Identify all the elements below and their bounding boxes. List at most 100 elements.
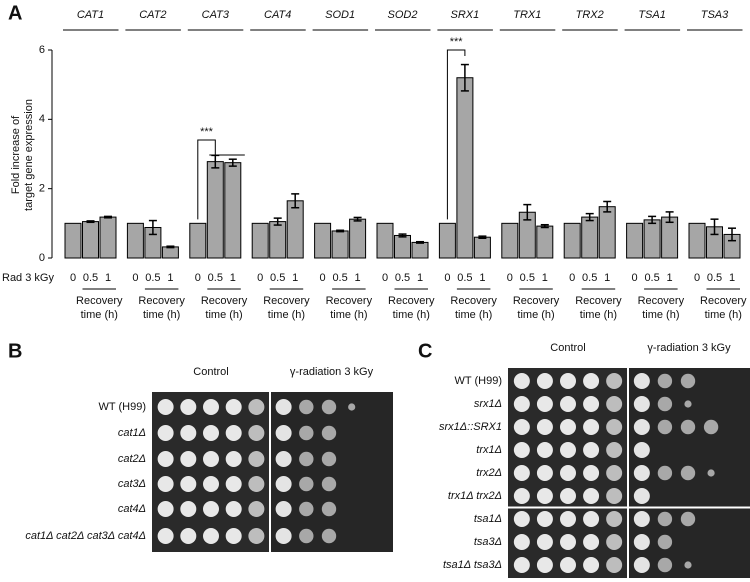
y-tick-label: 6 xyxy=(39,44,45,56)
gene-label: TRX2 xyxy=(576,9,604,21)
strain-label: cat3Δ xyxy=(118,478,146,490)
spot xyxy=(225,451,242,467)
spot xyxy=(583,419,600,435)
spot xyxy=(157,399,174,415)
spot xyxy=(248,501,265,517)
x-tick-label: 1 xyxy=(355,272,361,284)
error-bar xyxy=(523,203,532,221)
error-bar xyxy=(336,229,345,233)
spot xyxy=(560,534,576,550)
x-tick-label: 0.5 xyxy=(208,272,223,284)
bar xyxy=(314,222,332,259)
group-label: time (h) xyxy=(580,309,617,321)
spot xyxy=(583,396,600,412)
x-tick-label: 0.5 xyxy=(457,272,472,284)
x-tick-label: 1 xyxy=(479,272,485,284)
spot xyxy=(275,528,292,544)
spot xyxy=(180,501,197,517)
spot xyxy=(633,419,650,435)
panel-label: B xyxy=(8,340,22,362)
error-bar xyxy=(728,227,736,242)
column-header: γ-radiation 3 kGy xyxy=(647,342,731,354)
bar xyxy=(286,200,304,259)
spot xyxy=(606,534,623,550)
x-tick-label: 0 xyxy=(444,272,450,284)
spot xyxy=(180,399,197,415)
panel-label: A xyxy=(8,2,22,24)
x-tick-label: 1 xyxy=(105,272,111,284)
bar xyxy=(331,230,349,259)
spot xyxy=(321,501,337,517)
error-bar xyxy=(353,216,362,222)
bar xyxy=(189,222,207,259)
strain-label: tsa3Δ xyxy=(474,536,502,548)
group-label: Recovery xyxy=(513,295,560,307)
spot xyxy=(536,488,553,504)
bar xyxy=(394,234,411,259)
spot xyxy=(684,561,692,569)
spot xyxy=(560,511,576,527)
x-tick-label: 1 xyxy=(417,272,423,284)
spot xyxy=(536,534,553,550)
x-tick-label: 0.5 xyxy=(582,272,597,284)
group-label: time (h) xyxy=(517,309,554,321)
error-bar xyxy=(228,158,237,167)
spot xyxy=(560,442,576,458)
significance-bracket xyxy=(446,49,466,220)
spot xyxy=(513,442,530,458)
spot xyxy=(248,425,265,441)
error-bar xyxy=(416,240,424,244)
bar xyxy=(501,222,519,259)
annotation: *** xyxy=(450,36,464,48)
spot xyxy=(225,528,242,544)
x-tick-label: 0 xyxy=(70,272,76,284)
spot xyxy=(248,476,265,492)
y-axis-label: Fold increase of target gene expression xyxy=(10,99,35,211)
spot xyxy=(203,425,219,441)
spot xyxy=(299,425,314,441)
spot xyxy=(157,528,174,544)
column-header: Control xyxy=(193,366,228,378)
bar xyxy=(64,222,82,259)
error-bar xyxy=(603,200,612,213)
spot xyxy=(536,511,553,527)
bracket xyxy=(446,49,466,220)
spot xyxy=(180,425,197,441)
spot xyxy=(513,396,530,412)
spot xyxy=(299,399,314,415)
spot xyxy=(225,399,242,415)
x-tick-label: 0 xyxy=(320,272,326,284)
y-label-line: target gene expression xyxy=(23,99,35,211)
bar xyxy=(126,222,144,259)
strain-label: trx1Δ trx2Δ xyxy=(448,490,502,502)
spot xyxy=(513,557,530,573)
spot xyxy=(536,465,553,481)
bar xyxy=(456,77,474,259)
group-label: Recovery xyxy=(326,295,373,307)
spot xyxy=(299,501,314,517)
spot xyxy=(225,425,242,441)
bar xyxy=(251,222,269,259)
x-tick-label: 0.5 xyxy=(520,272,535,284)
spot xyxy=(513,373,530,389)
gene-label: CAT2 xyxy=(139,9,166,21)
bar xyxy=(473,236,491,259)
plate-image xyxy=(152,392,269,552)
gene-label: SOD2 xyxy=(388,9,418,21)
x-tick-label: 0.5 xyxy=(644,272,659,284)
strain-label: WT (H99) xyxy=(99,401,146,413)
x-tick-label: 0 xyxy=(195,272,201,284)
x-tick-label: 0.5 xyxy=(83,272,98,284)
x-tick-label: 0 xyxy=(507,272,513,284)
spot xyxy=(536,396,553,412)
group-label: time (h) xyxy=(455,309,492,321)
spot xyxy=(203,399,219,415)
x-tick-label: 0.5 xyxy=(145,272,160,284)
bar xyxy=(206,161,224,259)
x-tick-label: 0 xyxy=(132,272,138,284)
gene-label: TSA3 xyxy=(701,9,729,21)
error-bar xyxy=(665,211,674,224)
group-label: Recovery xyxy=(638,295,685,307)
x-tick-label: 1 xyxy=(604,272,610,284)
strain-label: tsa1Δ tsa3Δ xyxy=(443,559,502,571)
